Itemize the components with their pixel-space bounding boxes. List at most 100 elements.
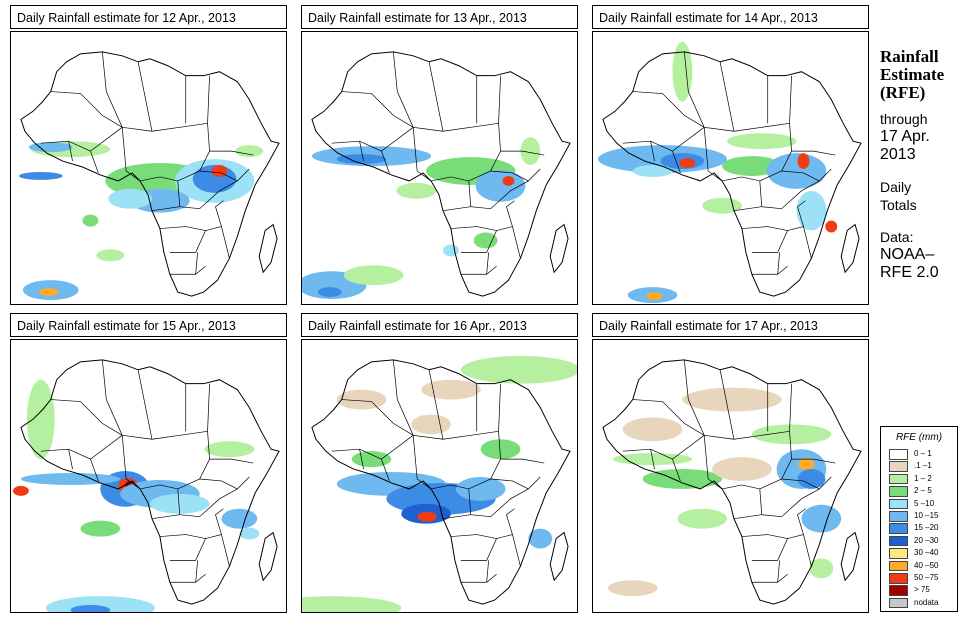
legend-label: nodata — [914, 597, 939, 607]
country-border — [139, 431, 210, 490]
africa-map-svg — [302, 355, 577, 612]
rainfall-area — [26, 379, 55, 460]
africa-coastline — [602, 51, 862, 297]
rainfall-area — [417, 511, 438, 522]
country-border — [139, 123, 210, 182]
country-border — [650, 449, 655, 470]
country-border — [789, 383, 792, 432]
legend-swatch — [889, 523, 908, 534]
country-border — [703, 127, 723, 182]
country-border — [137, 61, 153, 132]
rainfall-area — [607, 580, 658, 597]
rainfall-area — [766, 153, 827, 189]
rainfall-area — [38, 288, 59, 297]
country-border — [703, 435, 723, 490]
country-border — [721, 431, 792, 490]
africa-map-svg — [18, 51, 280, 301]
country-border — [683, 51, 790, 132]
country-border — [159, 226, 230, 259]
legend-swatch — [889, 585, 908, 596]
rainfall-area — [797, 153, 810, 169]
country-border — [412, 435, 432, 490]
africa-coastline — [20, 51, 280, 297]
country-border — [151, 206, 180, 212]
rainfall-area — [796, 190, 827, 231]
country-border — [741, 534, 812, 567]
country-border — [683, 359, 790, 440]
map-panel: Daily Rainfall estimate for 12 Apr., 201… — [10, 5, 289, 305]
country-border — [341, 91, 414, 128]
country-border — [486, 252, 489, 275]
country-border — [215, 508, 224, 535]
country-border — [331, 127, 414, 152]
rainfall-area — [679, 158, 696, 168]
map-panel: Daily Rainfall estimate for 14 Apr., 201… — [592, 5, 871, 305]
rainfall-map — [592, 339, 869, 613]
country-border — [137, 369, 153, 440]
rainfall-map — [10, 31, 287, 305]
data-source-label: Data: — [880, 229, 914, 245]
sidebar-title-line2: Estimate — [880, 65, 945, 84]
country-border — [177, 488, 238, 518]
africa-coastline — [20, 359, 280, 605]
country-border — [721, 123, 792, 182]
panel-title: Daily Rainfall estimate for 13 Apr., 201… — [301, 5, 578, 29]
rainfall-area — [442, 244, 459, 257]
map-panel: Daily Rainfall estimate for 17 Apr., 201… — [592, 313, 871, 613]
legend-swatch — [889, 548, 908, 559]
rainfall-area — [80, 520, 121, 537]
country-border — [490, 168, 541, 182]
country-border — [622, 435, 705, 460]
country-border — [751, 574, 788, 583]
legend-swatch — [889, 597, 908, 609]
rainfall-area — [204, 441, 255, 458]
africa-map-svg — [597, 41, 862, 304]
map-panel: Daily Rainfall estimate for 13 Apr., 201… — [301, 5, 580, 305]
country-border — [50, 399, 123, 436]
country-border — [215, 200, 224, 227]
country-border — [751, 538, 788, 561]
madagascar-outline — [549, 531, 569, 582]
totals-line1: Daily — [880, 179, 912, 195]
legend-swatch — [889, 449, 908, 460]
rainfall-area — [672, 41, 693, 102]
country-border — [169, 538, 206, 561]
rainfall-area — [70, 605, 111, 612]
map-panel: Daily Rainfall estimate for 15 Apr., 201… — [10, 313, 289, 613]
country-border — [151, 514, 180, 520]
country-border — [331, 435, 414, 460]
through-year: 2013 — [880, 146, 916, 163]
rainfall-map — [592, 31, 869, 305]
legend-swatch — [889, 535, 908, 547]
africa-map-svg — [602, 359, 862, 605]
rainfall-area — [211, 165, 228, 177]
legend-label: .1 –1 — [914, 461, 932, 471]
country-border — [428, 369, 444, 440]
rainfall-area — [455, 476, 506, 501]
legend-label: 30 –40 — [914, 548, 939, 558]
rainfall-area — [336, 154, 387, 165]
info-sidebar: Rainfall Estimate (RFE) through 17 Apr. … — [880, 48, 965, 282]
data-source-name: NOAA– — [880, 246, 935, 263]
country-border — [50, 91, 123, 128]
country-border — [733, 206, 762, 212]
country-border — [381, 151, 390, 174]
country-border — [40, 127, 123, 152]
rainfall-area — [712, 457, 772, 481]
country-border — [490, 476, 541, 490]
country-border — [40, 435, 123, 460]
data-source-version: RFE 2.0 — [880, 264, 939, 281]
country-border — [430, 123, 501, 182]
rainfall-area — [149, 493, 210, 514]
panel-title: Daily Rainfall estimate for 15 Apr., 201… — [10, 313, 287, 337]
country-border — [777, 252, 780, 275]
legend-label: 10 –15 — [914, 511, 939, 520]
rainfall-area — [28, 142, 73, 153]
country-border — [741, 226, 812, 259]
legend-swatch — [889, 573, 908, 584]
sidebar-title: Rainfall Estimate (RFE) — [880, 48, 965, 102]
country-border — [759, 180, 820, 210]
rainfall-area — [751, 424, 832, 445]
rainfall-area — [221, 508, 258, 529]
country-border — [672, 459, 681, 482]
